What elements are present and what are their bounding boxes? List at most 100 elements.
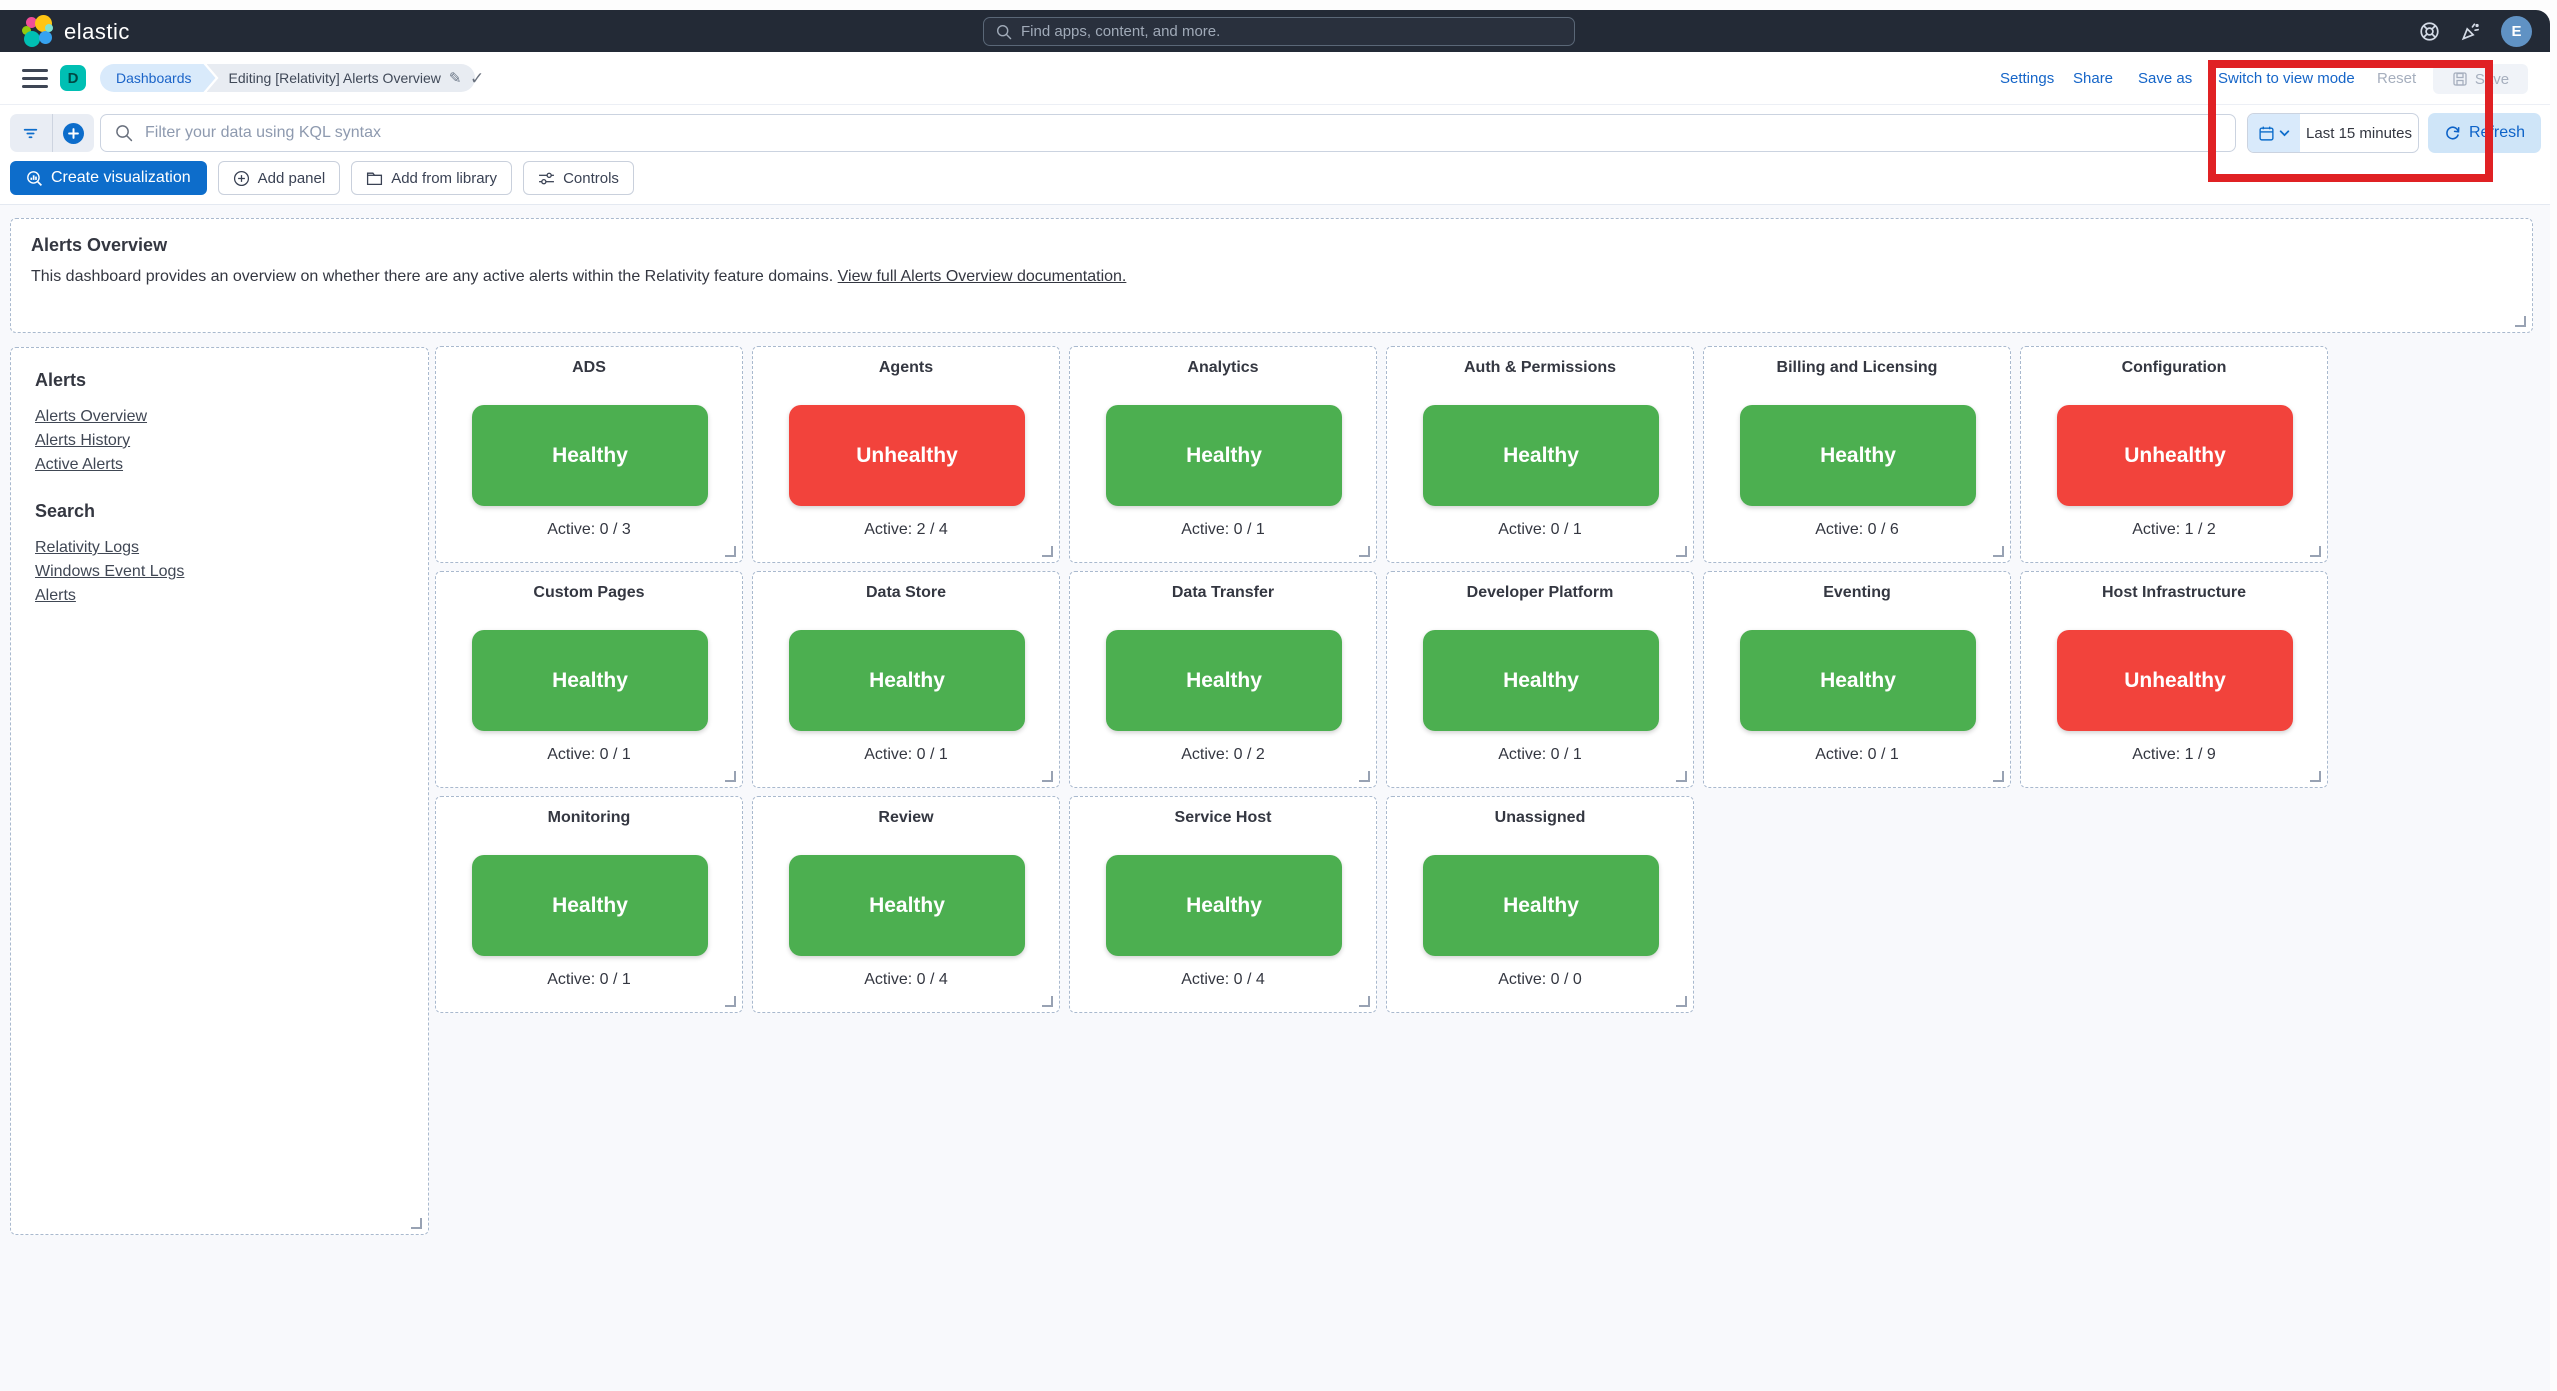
health-status-box: Healthy: [472, 855, 708, 956]
refresh-button[interactable]: Refresh: [2428, 113, 2541, 153]
user-avatar[interactable]: E: [2501, 15, 2532, 47]
global-search[interactable]: [983, 17, 1575, 46]
active-count: Active: 0 / 6: [1815, 521, 1899, 538]
kql-filter-bar[interactable]: [100, 114, 2236, 152]
elastic-logo[interactable]: elastic: [22, 15, 130, 48]
health-status-label: Healthy: [1503, 668, 1579, 692]
add-filter-button[interactable]: [51, 114, 95, 152]
create-visualization-button[interactable]: Create visualization: [10, 161, 207, 195]
resize-handle-icon[interactable]: [1359, 546, 1370, 557]
health-status-box: Healthy: [1423, 405, 1659, 506]
resize-handle-icon[interactable]: [1676, 771, 1687, 782]
active-count: Active: 0 / 4: [1181, 971, 1265, 988]
resize-handle-icon[interactable]: [1359, 996, 1370, 1007]
resize-handle-icon[interactable]: [1676, 546, 1687, 557]
dashboard-canvas: Alerts Overview This dashboard provides …: [0, 205, 2550, 1391]
space-badge[interactable]: D: [60, 65, 86, 91]
overview-doc-link[interactable]: View full Alerts Overview documentation.: [837, 268, 1127, 285]
resize-handle-icon[interactable]: [1359, 771, 1370, 782]
reset-button[interactable]: Reset: [2377, 70, 2417, 87]
resize-handle-icon[interactable]: [2310, 771, 2321, 782]
sidebar-link[interactable]: Active Alerts: [35, 456, 124, 473]
health-status-box: Healthy: [1423, 630, 1659, 731]
save-as-button[interactable]: Save as: [2138, 70, 2193, 87]
filter-icon[interactable]: [10, 114, 52, 152]
status-panel: Review Healthy Active: 0 / 4: [752, 796, 1060, 1013]
active-count: Active: 0 / 4: [864, 971, 948, 988]
overview-body: This dashboard provides an overview on w…: [31, 268, 1127, 285]
global-search-input[interactable]: [1021, 23, 1562, 40]
resize-handle-icon[interactable]: [1042, 771, 1053, 782]
switch-to-view-mode-button[interactable]: Switch to view mode: [2218, 70, 2355, 87]
whats-new-icon[interactable]: [2460, 21, 2481, 42]
health-status-label: Healthy: [1820, 443, 1896, 467]
header-icons: E: [2419, 10, 2532, 52]
settings-button[interactable]: Settings: [2000, 70, 2055, 87]
share-button[interactable]: Share: [2073, 70, 2114, 87]
save-button[interactable]: Save: [2433, 64, 2528, 94]
plus-icon: [62, 122, 84, 144]
sidebar-link[interactable]: Alerts Overview: [35, 408, 148, 425]
calendar-button[interactable]: [2248, 114, 2300, 152]
resize-handle-icon[interactable]: [411, 1218, 422, 1229]
overview-title: Alerts Overview: [31, 235, 168, 255]
sidebar-link[interactable]: Windows Event Logs: [35, 563, 185, 580]
health-status-box: Healthy: [472, 630, 708, 731]
panel-title: Auth & Permissions: [1463, 359, 1617, 376]
link-row: Alerts Overview: [35, 405, 404, 429]
sidebar-link[interactable]: Relativity Logs: [35, 539, 140, 556]
status-panel: Host Infrastructure Unhealthy Active: 1 …: [2020, 571, 2328, 788]
active-count: Active: 0 / 0: [1498, 971, 1582, 988]
help-icon[interactable]: [2419, 21, 2440, 42]
active-count: Active: 0 / 1: [1498, 521, 1582, 538]
kql-input[interactable]: [145, 124, 2221, 142]
link-row: Windows Event Logs: [35, 560, 404, 584]
active-count: Active: 0 / 1: [547, 971, 631, 988]
active-count: Active: 0 / 3: [547, 521, 631, 538]
alerts-heading: Alerts: [35, 370, 87, 390]
health-status-box: Healthy: [1106, 630, 1342, 731]
window-right-strip: [2550, 0, 2557, 1391]
resize-handle-icon[interactable]: [2310, 546, 2321, 557]
status-panel: ADS Healthy Active: 0 / 3: [435, 346, 743, 563]
status-panel: Developer Platform Healthy Active: 0 / 1: [1386, 571, 1694, 788]
panel-title: Configuration: [2121, 359, 2227, 376]
panel-title: Analytics: [1187, 359, 1259, 376]
add-from-library-button[interactable]: Add from library: [351, 161, 513, 195]
menu-icon[interactable]: [22, 69, 48, 88]
sidebar-link[interactable]: Alerts History: [35, 432, 131, 449]
resize-handle-icon[interactable]: [1993, 546, 2004, 557]
search-links: Relativity Logs Windows Event Logs Alerts: [35, 536, 404, 608]
breadcrumb-dashboards[interactable]: Dashboards: [100, 64, 216, 92]
resize-handle-icon[interactable]: [2515, 316, 2526, 327]
health-status-box: Healthy: [1423, 855, 1659, 956]
resize-handle-icon[interactable]: [725, 546, 736, 557]
resize-handle-icon[interactable]: [725, 996, 736, 1007]
resize-handle-icon[interactable]: [1042, 546, 1053, 557]
query-row: Last 15 minutes Refresh: [0, 105, 2550, 158]
resize-handle-icon[interactable]: [1042, 996, 1053, 1007]
status-panel: Data Transfer Healthy Active: 0 / 2: [1069, 571, 1377, 788]
breadcrumb-current[interactable]: Editing [Relativity] Alerts Overview ✎: [206, 64, 476, 92]
chevron-down-icon: [2279, 129, 2290, 136]
resize-handle-icon[interactable]: [725, 771, 736, 782]
health-status-label: Healthy: [552, 443, 628, 467]
refresh-icon: [2446, 125, 2460, 139]
calendar-icon: [2259, 126, 2274, 141]
active-count: Active: 0 / 1: [1181, 521, 1265, 538]
elastic-logo-text: elastic: [64, 18, 130, 44]
health-status-box: Healthy: [789, 855, 1025, 956]
status-panel: Unassigned Healthy Active: 0 / 0: [1386, 796, 1694, 1013]
controls-button[interactable]: Controls: [523, 161, 634, 195]
time-range-value[interactable]: Last 15 minutes: [2306, 124, 2412, 142]
status-panel: Service Host Healthy Active: 0 / 4: [1069, 796, 1377, 1013]
add-panel-button[interactable]: Add panel: [217, 161, 341, 195]
health-status-box: Healthy: [1106, 405, 1342, 506]
sidebar-link[interactable]: Alerts: [35, 587, 76, 604]
resize-handle-icon[interactable]: [1993, 771, 2004, 782]
status-panel: Auth & Permissions Healthy Active: 0 / 1: [1386, 346, 1694, 563]
resize-handle-icon[interactable]: [1676, 996, 1687, 1007]
health-status-label: Unhealthy: [2124, 668, 2226, 692]
health-status-label: Unhealthy: [2124, 443, 2226, 467]
